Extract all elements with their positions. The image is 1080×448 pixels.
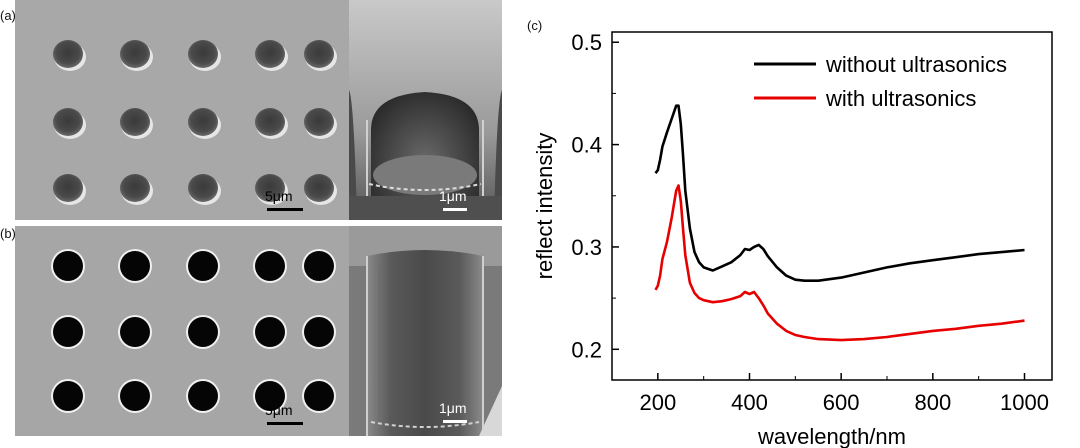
x-tick-label: 400 bbox=[731, 390, 768, 415]
hole-array-a bbox=[15, 0, 349, 220]
x-tick-label: 1000 bbox=[1000, 390, 1049, 415]
legend-label-1: with ultrasonics bbox=[825, 86, 976, 111]
hole bbox=[120, 174, 150, 202]
hole bbox=[120, 251, 150, 281]
hole bbox=[304, 251, 334, 281]
hole bbox=[255, 317, 285, 347]
hole bbox=[53, 108, 83, 136]
scale-bar-b-plan bbox=[267, 422, 303, 425]
y-tick-label: 0.3 bbox=[571, 235, 602, 260]
series-line-0 bbox=[654, 104, 1025, 282]
scale-label-a-cross: 1μm bbox=[439, 188, 467, 204]
hole bbox=[255, 174, 285, 202]
sem-image-b-plan-view: 5μm bbox=[15, 226, 349, 436]
legend-label-0: without ultrasonics bbox=[825, 52, 1007, 77]
hole bbox=[255, 381, 285, 411]
hole bbox=[304, 381, 334, 411]
hole bbox=[120, 108, 150, 136]
panel-label-c: (c) bbox=[527, 18, 543, 33]
hole bbox=[304, 174, 334, 202]
hole bbox=[120, 381, 150, 411]
x-axis-label: wavelength/nm bbox=[757, 424, 906, 448]
y-tick-label: 0.5 bbox=[571, 30, 602, 55]
panel-label-b: (b) bbox=[0, 226, 16, 241]
hole bbox=[188, 108, 218, 136]
y-tick-label: 0.2 bbox=[571, 337, 602, 362]
scale-label-a-plan: 5μm bbox=[265, 188, 293, 204]
hole bbox=[304, 317, 334, 347]
hole bbox=[188, 317, 218, 347]
panel-label-a: (a) bbox=[0, 8, 16, 23]
y-tick-label: 0.4 bbox=[571, 133, 602, 158]
hole bbox=[188, 174, 218, 202]
scale-bar-a-cross bbox=[443, 208, 467, 211]
sem-image-a-plan-view: 5μm bbox=[15, 0, 349, 220]
plot-frame bbox=[611, 31, 1053, 381]
hole bbox=[255, 251, 285, 281]
hole bbox=[53, 317, 83, 347]
scale-bar-b-cross bbox=[443, 420, 467, 423]
x-tick-label: 200 bbox=[639, 390, 676, 415]
hole bbox=[188, 381, 218, 411]
cross-section-a-graphic bbox=[349, 0, 502, 220]
scale-label-b-cross: 1μm bbox=[439, 400, 467, 416]
hole-array-b bbox=[15, 226, 349, 436]
scale-label-b-plan: 5μm bbox=[265, 402, 293, 418]
series-line-1 bbox=[654, 184, 1025, 342]
hole bbox=[255, 40, 285, 68]
hole bbox=[120, 40, 150, 68]
scale-bar-a-plan bbox=[267, 208, 303, 211]
hole bbox=[188, 40, 218, 68]
hole bbox=[120, 317, 150, 347]
hole bbox=[188, 251, 218, 281]
hole bbox=[53, 381, 83, 411]
y-axis-label: reflect intensity bbox=[532, 133, 557, 280]
sem-image-a-cross-section: 1μm bbox=[349, 0, 502, 220]
hole bbox=[53, 174, 83, 202]
sem-image-b-cross-section: 1μm bbox=[349, 226, 502, 436]
hole bbox=[53, 40, 83, 68]
hole bbox=[304, 108, 334, 136]
hole bbox=[304, 40, 334, 68]
cross-section-b-graphic bbox=[349, 226, 502, 436]
reflectance-chart: 200 400 600 800 1000 0.2 0.3 0.4 0.5 without ult… bbox=[532, 30, 1053, 448]
hole bbox=[53, 251, 83, 281]
hole bbox=[255, 108, 285, 136]
x-tick-label: 800 bbox=[914, 390, 951, 415]
x-tick-label: 600 bbox=[823, 390, 860, 415]
